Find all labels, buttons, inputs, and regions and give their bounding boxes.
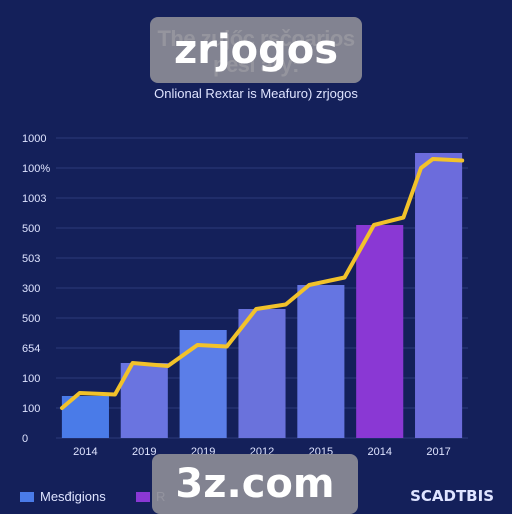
chart-subtitle: Onlional Rextar is Meafuro) zrjogos	[154, 86, 358, 101]
legend-label-0: Mesđigions	[40, 489, 106, 504]
bar-5	[356, 225, 404, 438]
brand-logo-text: SCADTBIS	[410, 487, 494, 505]
y-tick-label-10: 1000	[22, 133, 46, 145]
watermark-bottom: 3z.com	[152, 454, 358, 514]
y-tick-label-2: 100	[22, 373, 40, 385]
bar-1	[120, 363, 168, 438]
watermark-top: zrjogos	[150, 17, 362, 83]
y-tick-label-6: 503	[22, 253, 40, 265]
y-tick-label-1: 100	[22, 403, 40, 415]
legend-entry-0: Mesđigions	[20, 489, 106, 504]
trend-line	[60, 157, 465, 410]
y-tick-label-4: 500	[22, 313, 40, 325]
x-tick-label-6: 2017	[426, 446, 450, 458]
y-tick-label-3: 654	[22, 343, 40, 355]
y-tick-label-8: 1003	[22, 193, 46, 205]
legend-swatch-1	[136, 491, 150, 502]
bar-6	[415, 153, 463, 438]
bar-3	[238, 309, 286, 438]
bar-4	[297, 285, 345, 438]
x-tick-label-5: 2014	[367, 446, 391, 458]
y-tick-label-9: 100%	[22, 163, 50, 175]
y-tick-label-0: 0	[22, 433, 28, 445]
legend-swatch-0	[20, 491, 34, 502]
x-tick-label-1: 2019	[132, 446, 156, 458]
x-tick-label-0: 2014	[73, 446, 97, 458]
y-tick-label-7: 500	[22, 223, 40, 235]
y-tick-label-5: 300	[22, 283, 40, 295]
